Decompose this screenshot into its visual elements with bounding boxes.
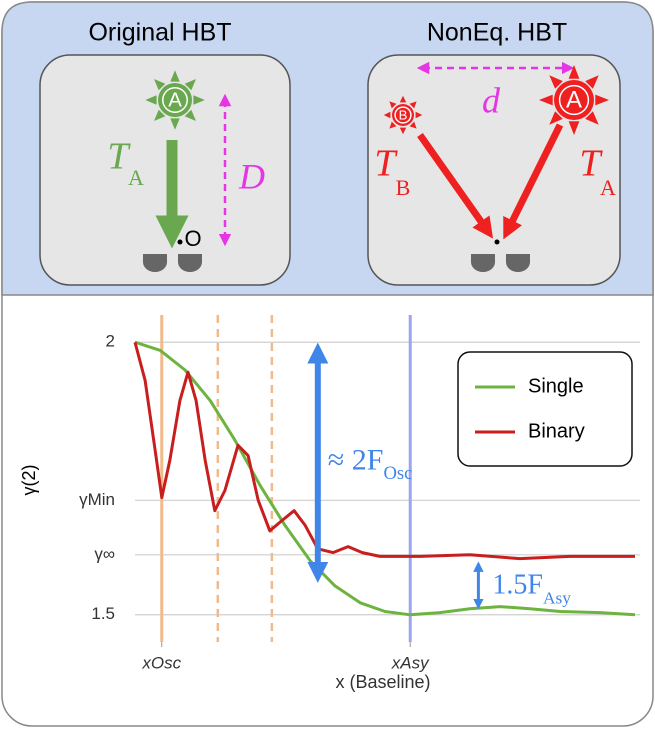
annotation: 1.5F: [492, 570, 543, 601]
temp-sub: B: [396, 175, 411, 200]
ray: [383, 111, 391, 119]
ray: [585, 75, 599, 89]
legend-box: [457, 351, 633, 467]
light-arrow: [417, 132, 494, 239]
ray: [170, 118, 180, 130]
series-line: [134, 340, 636, 617]
ray: [568, 65, 580, 79]
panel-title: NonEq. HBT: [427, 19, 567, 47]
annotation-sub: Osc: [383, 463, 412, 484]
source: A: [145, 70, 205, 130]
observer-dot: [177, 239, 183, 245]
y-axis-label: γ(2): [19, 465, 39, 496]
ray: [409, 121, 417, 129]
y-tick-label: γMin: [79, 490, 115, 509]
y-tick-label: 1.5: [91, 604, 115, 623]
ray: [389, 101, 397, 109]
legend-label: Binary: [528, 420, 585, 442]
ray: [409, 101, 417, 109]
chart: 2 γMin γ∞ 1.5 xOsc xAsy ≈ 2F Osc 1.5F Asy Single Bi…: [19, 315, 640, 692]
source-ring: [394, 106, 412, 124]
temp-symbol: T: [374, 143, 398, 185]
ray: [145, 95, 157, 105]
x-tick-label: xAsy: [391, 653, 430, 672]
observer-label: O: [184, 226, 201, 251]
detectors: [471, 254, 530, 272]
source-label: B: [399, 107, 408, 122]
observer-dot: [494, 239, 500, 245]
y-tick-label: 2: [106, 332, 115, 351]
light-arrow: [503, 123, 564, 240]
ray: [568, 121, 580, 135]
ray: [154, 79, 166, 91]
source-ring: [162, 87, 188, 113]
source-label: A: [168, 89, 182, 111]
ray: [193, 95, 205, 105]
source-label: A: [566, 86, 582, 113]
x-tick-label: xOsc: [141, 653, 181, 672]
ray: [184, 79, 196, 91]
temp-symbol: T: [107, 136, 131, 178]
ray: [549, 75, 563, 89]
source: B: [383, 95, 423, 135]
temp-symbol: T: [579, 143, 603, 185]
distance-label: D: [238, 156, 265, 196]
y-tick-label: γ∞: [94, 544, 115, 563]
temp-sub: A: [128, 165, 144, 190]
source: A: [539, 65, 609, 135]
series-line: [133, 341, 635, 561]
annotation: ≈ 2F: [328, 444, 384, 477]
ray: [184, 109, 196, 121]
panel-title: Original HBT: [88, 19, 231, 47]
ray: [389, 121, 397, 129]
ray: [415, 111, 423, 119]
source-ring: [558, 84, 590, 116]
temp-sub: A: [600, 175, 616, 200]
ray: [170, 70, 180, 82]
annotation-sub: Asy: [543, 588, 571, 607]
diagram: Original HBT NonEq. HBT O T A D d T B T …: [39, 19, 621, 286]
ray: [154, 109, 166, 121]
ray: [399, 127, 407, 135]
legend-label: Single: [528, 375, 584, 397]
detectors: [143, 254, 202, 272]
ray: [539, 94, 553, 106]
ray: [399, 95, 407, 103]
ray: [585, 111, 599, 125]
ray: [549, 111, 563, 125]
ray: [595, 94, 609, 106]
x-axis-label: x (Baseline): [335, 672, 430, 692]
scene-box: [367, 54, 621, 286]
distance-label: d: [482, 80, 501, 120]
